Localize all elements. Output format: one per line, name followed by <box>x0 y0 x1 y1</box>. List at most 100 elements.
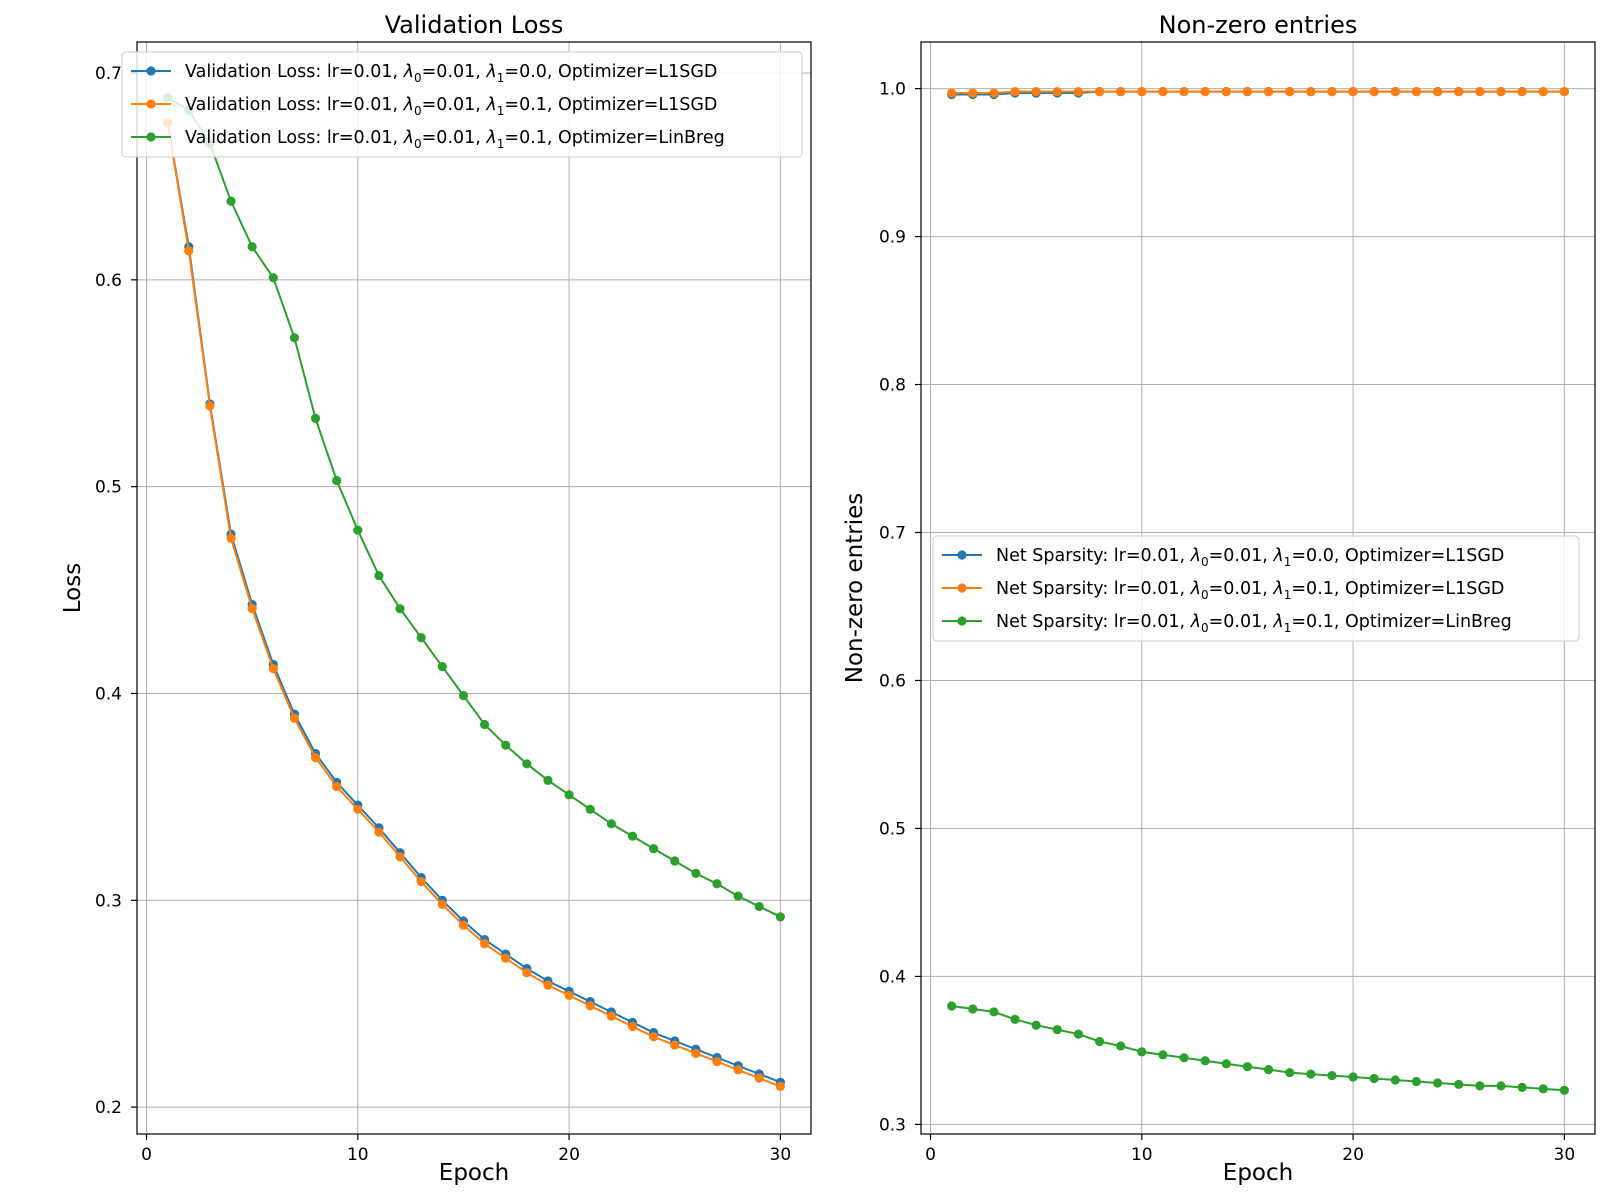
data-point <box>1390 86 1400 97</box>
data-point <box>1158 86 1168 97</box>
data-point <box>1517 86 1527 97</box>
legend-marker <box>146 66 156 76</box>
data-point <box>1559 86 1569 97</box>
data-point <box>501 740 511 750</box>
legend-label: Net Sparsity: lr=0.01, λ0=0.01, λ1=0.1, … <box>996 579 1504 602</box>
data-point <box>606 1011 616 1021</box>
series-group <box>947 86 1569 98</box>
y-tick-label: 0.7 <box>95 64 122 84</box>
data-point <box>1348 86 1358 97</box>
data-point <box>543 980 553 990</box>
data-point <box>947 88 957 98</box>
data-point <box>1432 1078 1443 1088</box>
legend-label: Net Sparsity: lr=0.01, λ0=0.01, λ1=0.1, … <box>996 612 1512 635</box>
legend-marker <box>957 616 967 626</box>
data-point <box>310 413 321 424</box>
data-point <box>1306 86 1316 97</box>
data-point <box>268 273 278 283</box>
data-point <box>1285 1067 1295 1078</box>
y-tick-label: 0.9 <box>879 228 906 248</box>
data-point <box>585 1001 595 1011</box>
data-point <box>1559 1085 1569 1095</box>
data-point <box>437 661 447 672</box>
data-point <box>184 246 194 256</box>
data-point <box>775 912 785 922</box>
data-point <box>1094 1036 1105 1047</box>
data-point <box>1200 86 1210 97</box>
data-point <box>501 953 511 963</box>
data-point <box>989 88 999 98</box>
y-axis-label: Loss <box>60 563 86 613</box>
data-point <box>1263 86 1274 97</box>
data-point <box>648 843 659 854</box>
data-point <box>289 713 300 723</box>
data-point <box>1052 86 1062 97</box>
legend-label: Net Sparsity: lr=0.01, λ0=0.01, λ1=0.0, … <box>996 546 1504 569</box>
y-axis-label: Non-zero entries <box>842 493 868 683</box>
y-tick-label: 0.6 <box>879 671 906 691</box>
data-point <box>775 1081 785 1092</box>
legend-box <box>121 51 803 158</box>
legend: Validation Loss: lr=0.01, λ0=0.01, λ1=0.… <box>121 51 803 158</box>
y-tick-label: 0.5 <box>95 478 122 498</box>
data-point <box>1179 1053 1189 1063</box>
x-tick-label: 0 <box>925 1145 936 1165</box>
data-point <box>627 831 638 841</box>
data-point <box>1137 86 1147 97</box>
x-axis-label: Epoch <box>1223 1160 1293 1186</box>
data-point <box>1116 86 1126 97</box>
data-point <box>648 1032 659 1042</box>
data-point <box>1475 1081 1485 1091</box>
x-tick-label: 10 <box>1131 1145 1153 1165</box>
data-point <box>733 1065 743 1075</box>
data-point <box>1116 1041 1126 1051</box>
data-point <box>670 1040 680 1050</box>
series-line <box>951 1005 1565 1092</box>
x-tick-label: 20 <box>558 1145 580 1165</box>
data-point <box>1179 86 1189 97</box>
data-point <box>1411 86 1422 97</box>
x-tick-label: 30 <box>770 1145 792 1165</box>
data-point <box>1496 86 1506 97</box>
data-point <box>585 804 595 814</box>
data-point <box>691 868 701 879</box>
x-axis-label: Epoch <box>439 1160 509 1186</box>
data-point <box>226 196 236 206</box>
data-point <box>1475 86 1485 97</box>
data-point <box>1200 1056 1210 1066</box>
data-point <box>479 939 490 949</box>
series-group <box>947 1001 1569 1095</box>
data-point <box>989 1007 999 1017</box>
data-point <box>332 781 342 792</box>
data-point <box>712 879 722 889</box>
data-point <box>1432 86 1443 97</box>
data-point <box>1073 86 1084 97</box>
legend: Net Sparsity: lr=0.01, λ0=0.01, λ1=0.0, … <box>932 535 1580 642</box>
y-tick-label: 0.4 <box>879 967 906 987</box>
x-tick-label: 20 <box>1342 1145 1364 1165</box>
series-line <box>166 122 781 1084</box>
legend-marker <box>146 99 156 109</box>
data-point <box>1538 86 1548 97</box>
series-line <box>166 122 781 1088</box>
y-tick-label: 0.4 <box>95 684 122 704</box>
data-point <box>733 891 743 901</box>
chart-panel: 0 10 20 30 0.2 0.3 0.4 0.5 0.6 0.7 Validation Loss… <box>60 11 812 1186</box>
legend-label: Validation Loss: lr=0.01, λ0=0.01, λ1=0.… <box>185 128 725 151</box>
data-point <box>289 333 300 343</box>
y-tick-label: 0.3 <box>879 1115 906 1135</box>
axes-frame <box>920 41 1596 1135</box>
data-point <box>226 533 236 543</box>
data-point <box>1285 86 1295 97</box>
data-point <box>395 852 405 862</box>
data-point <box>247 604 257 614</box>
data-point <box>1221 86 1231 97</box>
data-point <box>754 901 764 912</box>
data-point <box>416 633 426 643</box>
data-point <box>1306 1069 1316 1079</box>
data-point <box>1369 1073 1379 1084</box>
data-point <box>543 775 553 785</box>
data-point <box>947 1001 957 1011</box>
data-point <box>564 990 574 1001</box>
